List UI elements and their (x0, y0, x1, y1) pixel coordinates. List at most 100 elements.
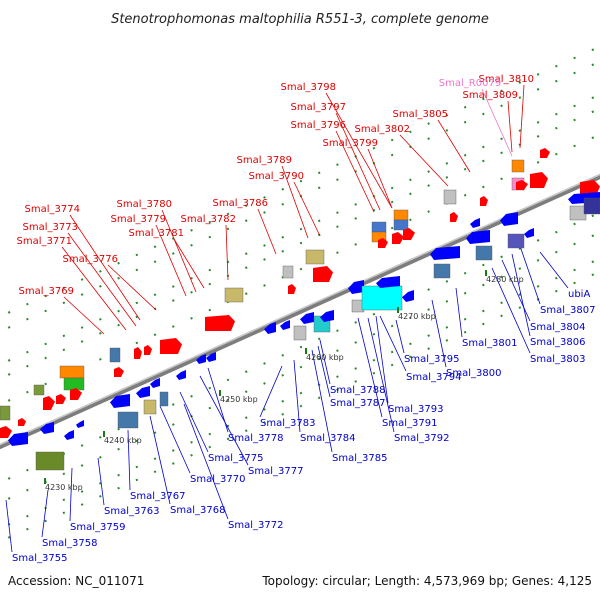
gene-label-smal-3797: Smal_3797 (291, 102, 346, 113)
gene-block (59, 365, 85, 379)
gene-leader-line (61, 246, 127, 331)
reverse-gene-arrow (8, 432, 28, 446)
scale-tick-label: 4280 kbp (486, 275, 524, 284)
gene-label-smal-3774: Smal_3774 (25, 204, 80, 215)
gene-leader-line (539, 251, 569, 289)
scale-ticks: 4230 kbp 4240 kbp 4250 kbp 4260 kbp 4270 kbp… (44, 270, 524, 492)
gene-leader-line (149, 415, 171, 505)
gene-label-smal-3780: Smal_3780 (117, 199, 172, 210)
gene-block (159, 391, 169, 407)
gene-leader-line (367, 317, 395, 433)
gene-leader-line (257, 208, 277, 255)
map-title: Stenotrophomonas maltophilia R551-3, com… (111, 12, 489, 27)
forward-gene-arrow (134, 347, 142, 359)
forward-gene-arrow (43, 396, 55, 410)
gene-block (224, 287, 244, 303)
forward-gene-arrow (580, 180, 600, 196)
gene-label-smal-3763: Smal_3763 (104, 506, 159, 517)
gene-leader-line (173, 238, 205, 289)
gene-leader-line (207, 367, 229, 433)
gene-block (511, 159, 525, 173)
gene-features (0, 148, 600, 471)
gene-block (143, 399, 157, 415)
reverse-gene-arrow (300, 312, 314, 324)
gene-leader-line (325, 92, 393, 209)
forward-gene-arrow (403, 228, 415, 240)
gene-label-smal-3777: Smal_3777 (248, 466, 303, 477)
forward-gene-arrow (530, 172, 548, 188)
gene-leader-line (319, 339, 331, 385)
gene-label-smal-3781: Smal_3781 (129, 228, 184, 239)
gene-leader-line (293, 359, 301, 433)
gene-block (35, 451, 65, 471)
forward-gene-arrow (392, 232, 404, 244)
reverse-gene-arrow (320, 310, 334, 322)
scale-tick-label: 4270 kbp (398, 312, 436, 321)
gene-block (293, 325, 307, 341)
gene-leader-line (431, 299, 447, 368)
gene-leader-line (5, 499, 13, 553)
gene-leader-line (67, 232, 137, 327)
gene-label-smal-3802: Smal_3802 (355, 124, 410, 135)
gene-block (507, 233, 525, 249)
reverse-gene-arrow (136, 386, 150, 398)
gene-leader-line (519, 84, 525, 149)
gene-leader-line (69, 214, 141, 321)
gene-leader-line (519, 245, 541, 305)
gene-label-smal-3806: Smal_3806 (530, 337, 585, 348)
scale-tick-label: 4240 kbp (104, 436, 142, 445)
gene-block (433, 263, 451, 279)
gene-block (117, 411, 139, 429)
gene-leader-line (335, 130, 375, 213)
gene-leader-line (225, 224, 229, 281)
gene-leader-line (69, 467, 73, 522)
gene-label-smal-3800: Smal_3800 (446, 368, 501, 379)
forward-gene-arrow (205, 315, 235, 331)
forward-gene-arrow (160, 338, 182, 354)
gene-leader-line (97, 457, 105, 506)
gene-label-smal-3768: Smal_3768 (170, 505, 225, 516)
gene-block (361, 285, 403, 311)
gene-leader-line (63, 296, 105, 335)
gene-block (393, 209, 409, 221)
forward-gene-arrow (516, 180, 528, 190)
forward-gene-arrow (288, 284, 296, 294)
gene-label-ubia: ubiA (568, 289, 590, 300)
scale-tick-label: 4230 kbp (45, 483, 83, 492)
gene-leader-line (501, 259, 531, 322)
gene-block (371, 221, 387, 233)
forward-gene-arrow (540, 148, 550, 158)
gene-block (393, 219, 409, 231)
reverse-gene-arrow (150, 378, 160, 388)
reverse-gene-arrow (376, 276, 400, 288)
forward-gene-arrow (0, 426, 12, 438)
guide-line (0, 257, 600, 530)
gene-label-smal-3775: Smal_3775 (208, 453, 263, 464)
genome-summary-text: Topology: circular; Length: 4,573,969 bp… (261, 574, 592, 588)
reverse-gene-arrow (76, 420, 84, 428)
gene-label-smal-3776: Smal_3776 (63, 254, 118, 265)
gene-label-smal-3810: Smal_3810 (479, 74, 534, 85)
gene-block (0, 405, 11, 421)
gene-leader-line (41, 489, 49, 538)
gene-label-smal-3801: Smal_3801 (462, 338, 517, 349)
gene-leader-line (455, 287, 463, 338)
gene-block (63, 377, 85, 391)
gene-leader-line (379, 315, 407, 372)
gene-leader-line (155, 224, 187, 297)
gene-label-smal-3782: Smal_3782 (181, 214, 236, 225)
gene-leader-line (507, 100, 513, 153)
gene-block (305, 249, 325, 265)
gene-leader-line (395, 319, 405, 354)
reverse-gene-arrow (280, 320, 290, 330)
forward-gene-arrow (70, 388, 82, 400)
gene-leader-line (311, 349, 333, 453)
forward-gene-arrow (480, 196, 488, 206)
forward-gene-arrow (450, 212, 458, 222)
gene-label-smal-3770: Smal_3770 (190, 474, 245, 485)
gene-label-smal-3794: Smal_3794 (406, 372, 461, 383)
gene-block (569, 205, 587, 221)
gene-leader-line (259, 365, 283, 418)
gene-label-smal-3799: Smal_3799 (323, 138, 378, 149)
